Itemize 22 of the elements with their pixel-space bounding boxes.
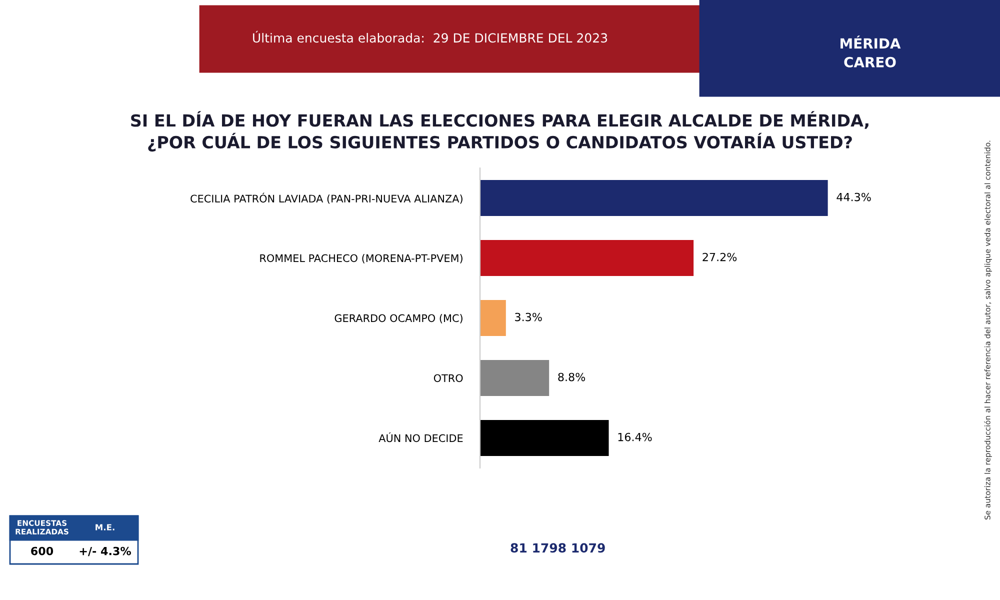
text: M.E. [96,524,114,530]
y-tick-label: OTRO [434,374,463,382]
y-tick-label: ROMMEL PACHECO (MORENA-PT-PVEM) [260,254,462,264]
text: 600 [31,546,54,556]
bar [480,360,550,396]
text: +/- 4.3% [80,546,131,556]
bar [480,420,609,456]
bar [480,240,694,276]
bar [480,180,828,216]
data-label: 44.3% [836,192,871,202]
y-tick-label: CECILIA PATRÓN LAVIADA (PAN-PRI-NUEVA ALIANZA) [190,192,462,204]
y-tick-label: AÚN NO DECIDE [378,432,463,442]
bar [480,300,506,336]
data-label: 27.2% [702,252,737,262]
chart-title: SI EL DÍA DE HOY FUERAN LAS ELECCIONES PARA ELEGIR ALCALDE DE MÉRIDA, ¿POR CUÁL DE LOS SIGUIENTES PARTIDOS O CANDIDATOS VOTARÍA USTED? [131,111,868,152]
data-label: 16.4% [618,432,652,442]
data-label: 8.8% [558,372,586,382]
text: MÉRIDA CAREO [840,36,901,68]
text: 81 1798 1079 [510,543,605,553]
data-label: 3.3% [515,312,542,322]
chart-subtitle: Última encuesta elaborada: 29 DE DICIEMBRE DEL 2023 [253,30,608,43]
y-tick-label: GERARDO OCAMPO (MC) [334,314,462,324]
